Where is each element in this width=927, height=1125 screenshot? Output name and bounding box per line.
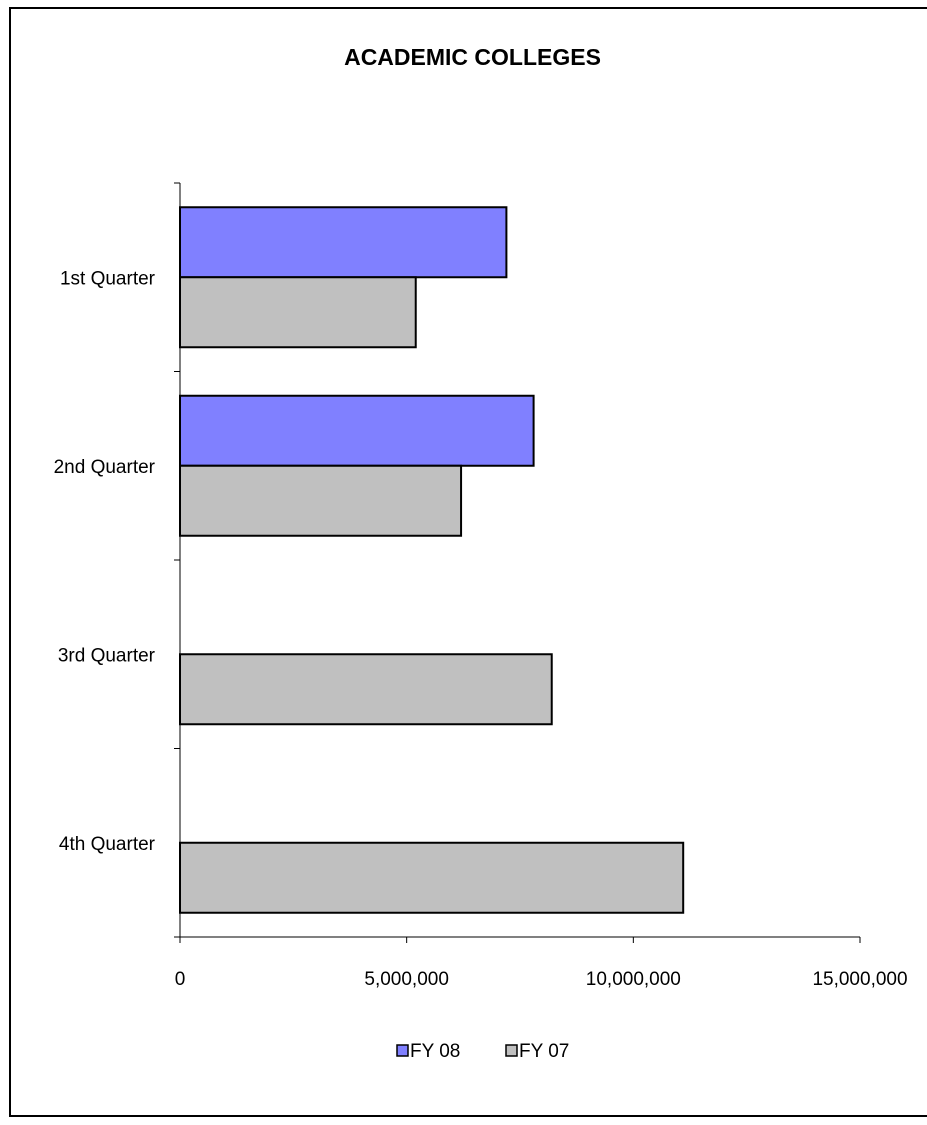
bar-fy-08-q2	[179, 394, 535, 467]
bar-fy-07-q4	[179, 841, 685, 914]
chart-frame	[9, 7, 927, 1117]
bar-fy-07-q2	[179, 464, 463, 537]
chart-title: ACADEMIC COLLEGES	[344, 44, 601, 70]
legend-fy07-swatch	[505, 1044, 518, 1057]
legend-fy07-label: FY 07	[519, 1041, 569, 1062]
legend-fy08-label: FY 08	[410, 1041, 460, 1062]
legend-fy08-swatch	[396, 1044, 409, 1057]
category-label: 2nd Quarter	[54, 457, 156, 478]
bar-fy-07-q3	[179, 653, 553, 726]
category-label: 4th Quarter	[59, 834, 156, 855]
bar-fy-07-q1	[179, 276, 417, 349]
category-label: 3rd Quarter	[58, 645, 156, 666]
bar-fy-08-q1	[179, 206, 508, 279]
x-tick-label: 15,000,000	[812, 969, 907, 990]
x-tick-label: 0	[175, 969, 186, 990]
category-label: 1st Quarter	[60, 268, 156, 289]
x-tick-label: 10,000,000	[586, 969, 681, 990]
x-tick-label: 5,000,000	[364, 969, 449, 990]
